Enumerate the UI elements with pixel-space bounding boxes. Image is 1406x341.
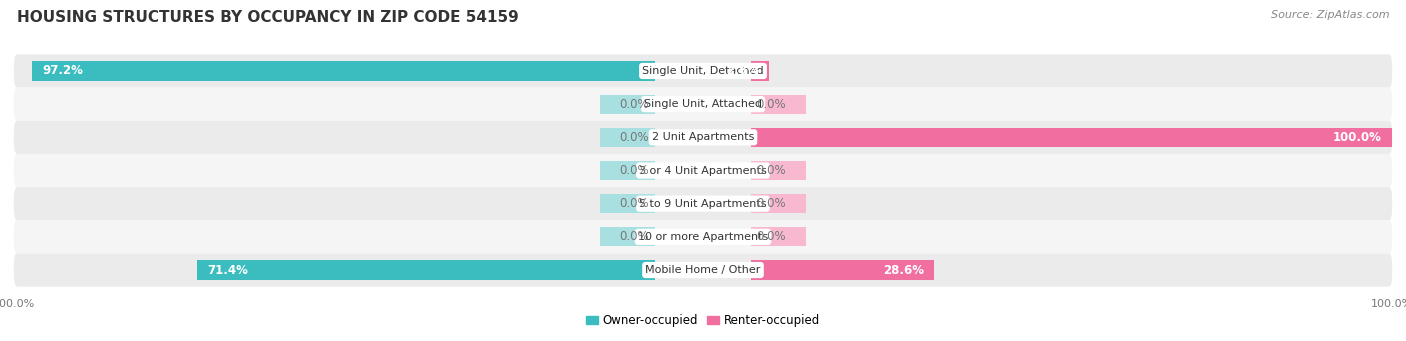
Text: 0.0%: 0.0% — [620, 164, 650, 177]
FancyBboxPatch shape — [14, 88, 1392, 121]
Text: 10 or more Apartments: 10 or more Apartments — [638, 232, 768, 242]
Text: Single Unit, Detached: Single Unit, Detached — [643, 66, 763, 76]
Text: 100.0%: 100.0% — [1333, 131, 1382, 144]
Legend: Owner-occupied, Renter-occupied: Owner-occupied, Renter-occupied — [581, 309, 825, 331]
Bar — [599, 94, 655, 114]
Text: 2.8%: 2.8% — [725, 64, 759, 77]
Bar — [599, 194, 655, 213]
Text: 71.4%: 71.4% — [208, 264, 249, 277]
Text: 2 Unit Apartments: 2 Unit Apartments — [652, 132, 754, 142]
Text: 0.0%: 0.0% — [620, 197, 650, 210]
Text: Mobile Home / Other: Mobile Home / Other — [645, 265, 761, 275]
Text: HOUSING STRUCTURES BY OCCUPANCY IN ZIP CODE 54159: HOUSING STRUCTURES BY OCCUPANCY IN ZIP C… — [17, 10, 519, 25]
Text: 5 to 9 Unit Apartments: 5 to 9 Unit Apartments — [640, 199, 766, 209]
FancyBboxPatch shape — [14, 154, 1392, 187]
Text: 0.0%: 0.0% — [620, 231, 650, 243]
Text: 0.0%: 0.0% — [620, 98, 650, 110]
FancyBboxPatch shape — [14, 187, 1392, 220]
Bar — [751, 161, 807, 180]
Text: Single Unit, Attached: Single Unit, Attached — [644, 99, 762, 109]
FancyBboxPatch shape — [14, 54, 1392, 88]
Bar — [599, 161, 655, 180]
Bar — [599, 128, 655, 147]
Bar — [751, 227, 807, 247]
Text: Source: ZipAtlas.com: Source: ZipAtlas.com — [1271, 10, 1389, 20]
Text: 0.0%: 0.0% — [620, 131, 650, 144]
Bar — [751, 61, 769, 80]
FancyBboxPatch shape — [14, 253, 1392, 287]
Text: 28.6%: 28.6% — [883, 264, 924, 277]
FancyBboxPatch shape — [14, 220, 1392, 253]
Text: 97.2%: 97.2% — [42, 64, 83, 77]
Text: 0.0%: 0.0% — [756, 98, 786, 110]
Bar — [751, 261, 935, 280]
Bar — [599, 227, 655, 247]
Bar — [751, 94, 807, 114]
Text: 0.0%: 0.0% — [756, 197, 786, 210]
FancyBboxPatch shape — [14, 121, 1392, 154]
Bar — [197, 261, 655, 280]
Text: 0.0%: 0.0% — [756, 231, 786, 243]
Text: 3 or 4 Unit Apartments: 3 or 4 Unit Apartments — [640, 165, 766, 176]
Bar — [751, 194, 807, 213]
Text: 0.0%: 0.0% — [756, 164, 786, 177]
Bar — [751, 128, 1392, 147]
Bar — [32, 61, 655, 80]
